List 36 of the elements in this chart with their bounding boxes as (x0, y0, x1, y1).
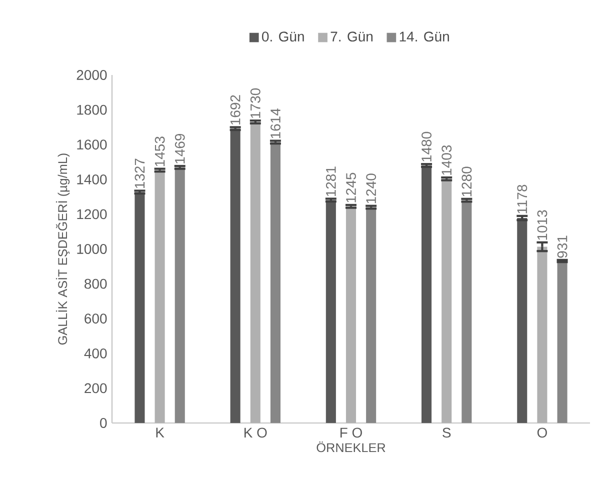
x-tick-label: F O (340, 428, 362, 438)
legend-label: 14. Gün (400, 32, 449, 42)
x-tick-label: K O (244, 428, 267, 438)
y-tick-label: 1800 (77, 104, 107, 115)
y-tick-label: 1600 (77, 140, 107, 150)
y-tick-label: 1400 (77, 174, 107, 184)
data-label: 1730 (250, 88, 260, 118)
data-label: 1692 (230, 95, 240, 125)
data-label: 1327 (134, 158, 145, 188)
y-tick-label: 2000 (76, 70, 107, 80)
y-tick-label: 1000 (77, 244, 107, 254)
legend-label: 0. Gün (262, 32, 304, 42)
y-tick-label: 1200 (77, 209, 107, 220)
x-tick-label: K (156, 428, 164, 438)
y-tick-label: 0 (100, 418, 107, 428)
data-label: 1240 (366, 174, 376, 204)
data-label: 1403 (442, 145, 452, 175)
data-label: 1281 (326, 166, 336, 196)
y-tick-label: 200 (84, 383, 107, 394)
y-tick-label: 800 (84, 278, 107, 289)
legend-label: 7. Gün (330, 32, 373, 42)
y-axis-title: GALLİK ASİT EŞDEĞERİ (µg/mL) (56, 154, 70, 345)
y-tick-label: 600 (84, 314, 107, 324)
x-axis-title: ÖRNEKLER (316, 441, 386, 452)
data-label: 931 (557, 236, 568, 258)
data-label: 1245 (346, 172, 356, 202)
x-tick-label: S (442, 428, 451, 438)
data-label: 1280 (462, 166, 472, 196)
data-label: 1453 (154, 136, 165, 166)
data-label: 1178 (517, 184, 528, 214)
data-label: 1013 (537, 210, 548, 240)
x-tick-label: O (537, 428, 547, 438)
data-label: 1614 (270, 108, 280, 138)
data-label: 1480 (422, 132, 432, 162)
data-label: 1469 (174, 134, 185, 164)
y-tick-label: 400 (84, 348, 107, 358)
